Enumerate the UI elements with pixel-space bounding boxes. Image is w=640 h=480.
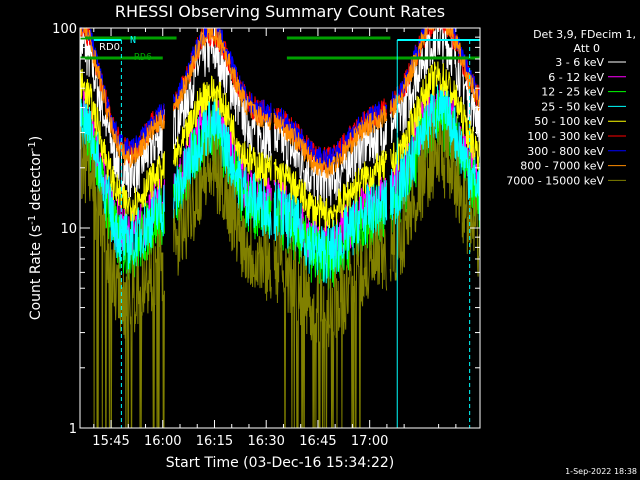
series-50-100kev xyxy=(79,61,481,232)
footer-timestamp: 1-Sep-2022 18:38 xyxy=(565,467,637,476)
y-tick-label: 1 xyxy=(69,422,77,437)
y-tick-label: 100 xyxy=(52,22,77,37)
legend-entry-label: 6 - 12 keV xyxy=(548,71,604,84)
rd0-label: RD0 xyxy=(99,42,120,53)
series-7000-15000kev xyxy=(79,121,481,429)
legend-entry-label: 300 - 800 keV xyxy=(527,145,604,158)
n-flag-label: N xyxy=(130,35,136,46)
x-tick-label: 17:00 xyxy=(351,434,388,449)
y-axis-label: Count Rate (s-1 detector-1) xyxy=(27,136,44,320)
x-tick-label: 16:15 xyxy=(196,434,233,449)
legend: Det 3,9, FDecim 1, Att 0 3 - 6 keV 6 - 12… xyxy=(506,28,636,187)
legend-entry-label: 3 - 6 keV xyxy=(555,56,604,69)
series-3-6kev xyxy=(79,27,481,208)
chart-title: RHESSI Observing Summary Count Rates xyxy=(115,2,445,21)
x-axis-label: Start Time (03-Dec-16 15:34:22) xyxy=(166,455,394,471)
axes-layer: 15:45 16:00 16:15 16:30 16:45 17:00 1 10 100 xyxy=(52,22,480,449)
series-layer xyxy=(79,26,481,429)
overlay-layer: RD0 RD6 N xyxy=(80,35,480,428)
x-tick-label: 15:45 xyxy=(92,434,129,449)
x-tick-label: 16:45 xyxy=(299,434,336,449)
legend-entry-label: 25 - 50 keV xyxy=(541,100,604,113)
x-tick-label: 16:00 xyxy=(144,434,181,449)
legend-entry-label: 12 - 25 keV xyxy=(541,86,604,99)
legend-header-line1: Det 3,9, FDecim 1, xyxy=(533,28,636,41)
legend-header-line2: Att 0 xyxy=(574,42,600,55)
y-tick-label: 10 xyxy=(60,222,77,237)
legend-entry-label: 7000 - 15000 keV xyxy=(506,174,604,187)
series-800-7000kev xyxy=(80,27,481,179)
legend-entry-label: 100 - 300 keV xyxy=(527,130,604,143)
legend-entry-label: 50 - 100 keV xyxy=(534,115,604,128)
rd6-label: RD6 xyxy=(134,52,152,63)
x-tick-label: 16:30 xyxy=(247,434,284,449)
series-25-50kev xyxy=(79,83,481,284)
legend-entry-label: 800 - 7000 keV xyxy=(520,160,604,173)
series-300-800kev xyxy=(79,26,481,170)
